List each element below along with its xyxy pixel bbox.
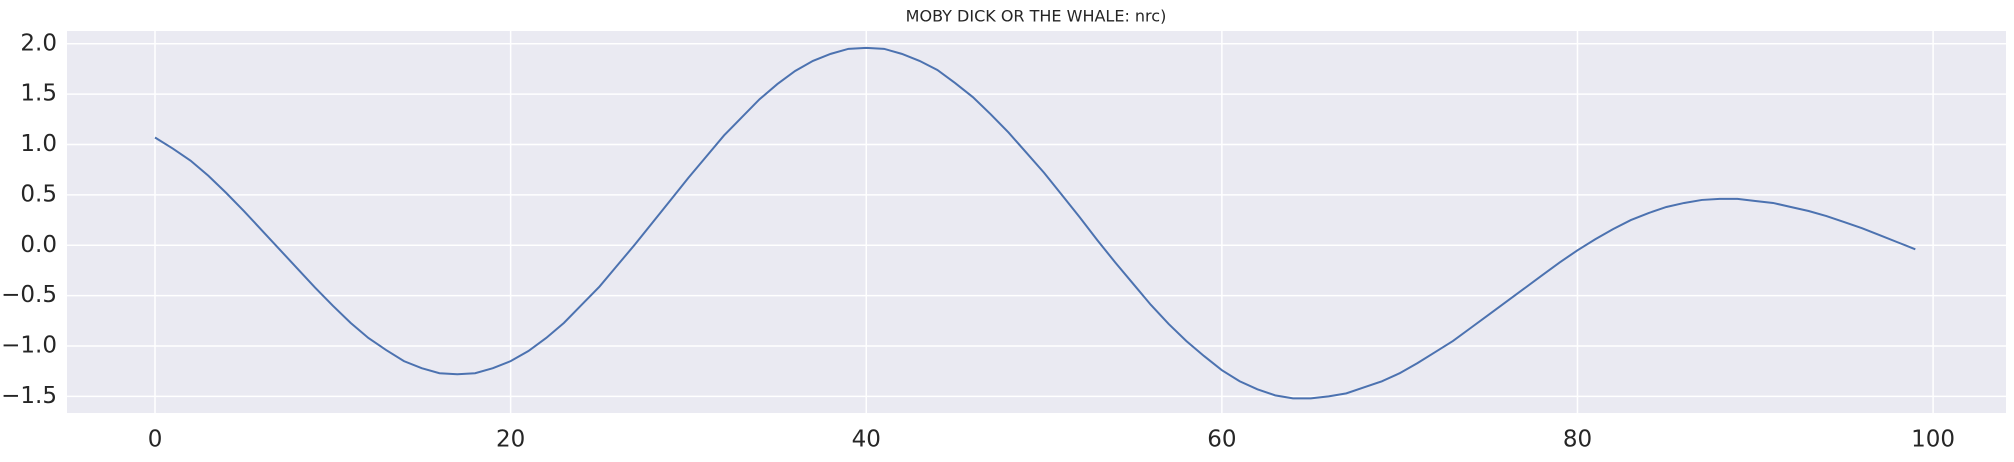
x-tick-label: 20 xyxy=(496,427,525,453)
x-tick-label: 40 xyxy=(852,427,881,453)
y-tick-label: −0.5 xyxy=(1,282,57,308)
y-tick-label: −1.5 xyxy=(1,383,57,409)
y-tick-label: 1.0 xyxy=(20,131,57,157)
x-tick-label: 100 xyxy=(1911,427,1955,453)
line-series xyxy=(154,46,1916,400)
y-tick-label: 0.0 xyxy=(20,232,57,258)
y-tick-label: 1.5 xyxy=(20,81,57,107)
x-tick-label: 80 xyxy=(1563,427,1592,453)
y-tick-label: 0.5 xyxy=(20,181,57,207)
chart-title: MOBY DICK OR THE WHALE: nrc) xyxy=(906,7,1167,26)
y-tick-label: −1.0 xyxy=(1,333,57,359)
x-tick-label: 0 xyxy=(148,427,163,453)
x-tick-label: 60 xyxy=(1207,427,1236,453)
plot-area xyxy=(67,31,2006,413)
y-tick-label: 2.0 xyxy=(20,30,57,56)
